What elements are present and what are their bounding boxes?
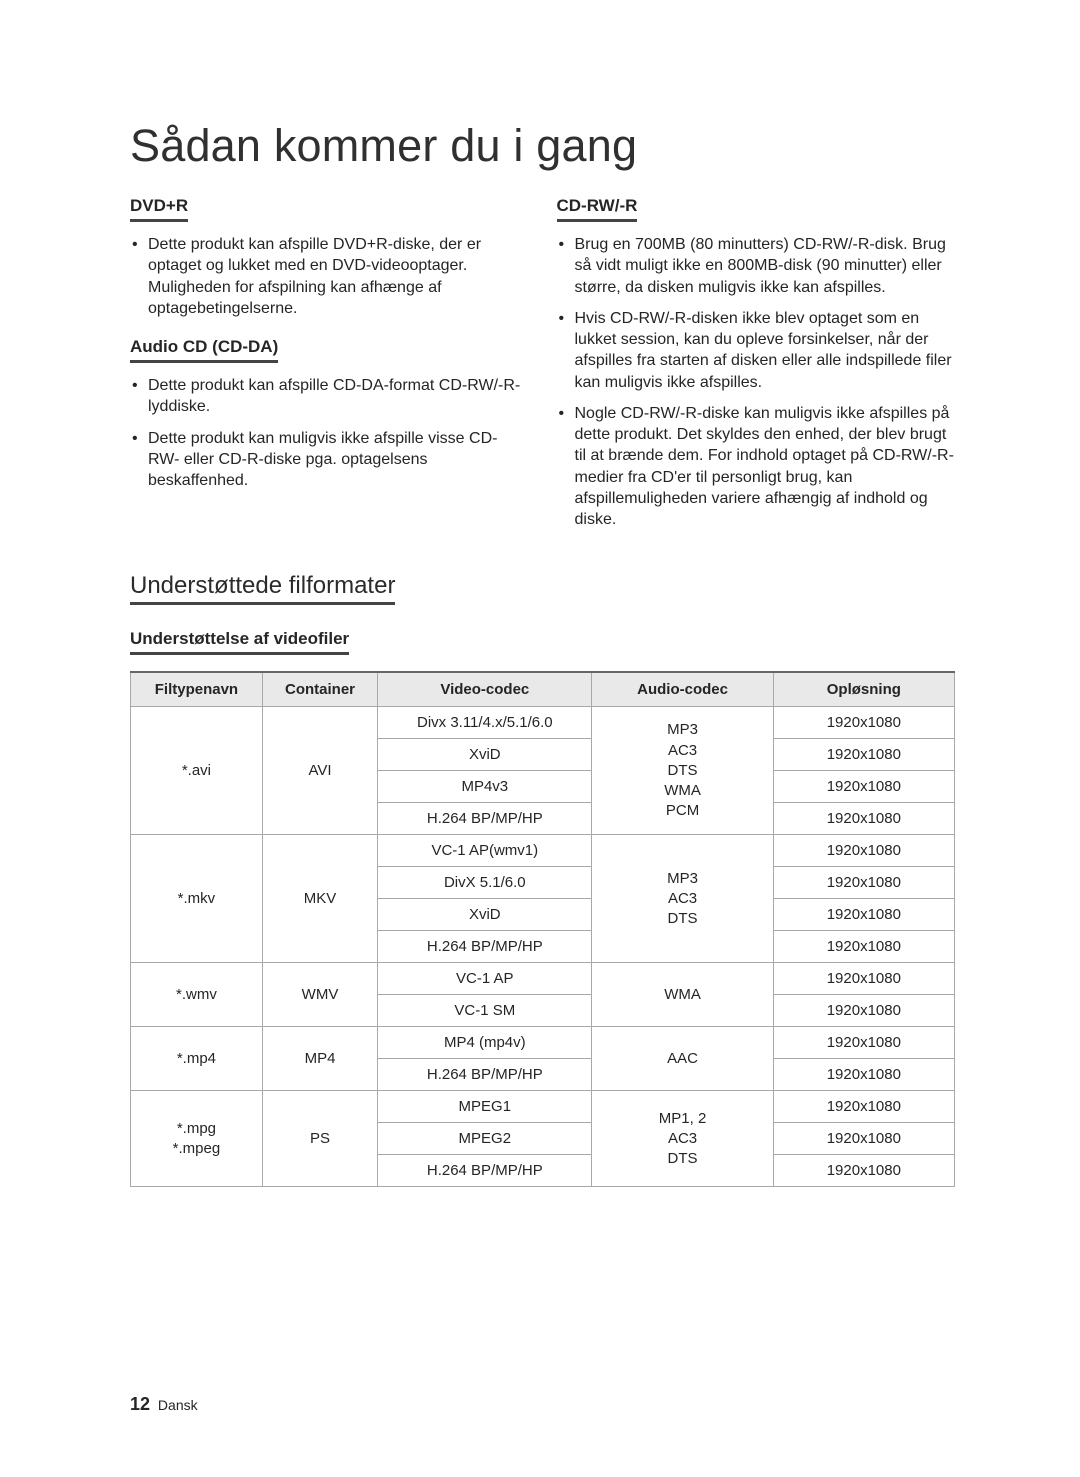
cell-container: AVI xyxy=(262,707,377,835)
cell-container: WMV xyxy=(262,963,377,1027)
cell-acodec: MP3AC3DTSWMAPCM xyxy=(592,707,773,835)
cell-vcodec: XviD xyxy=(378,739,592,771)
th-filetype: Filtypenavn xyxy=(131,672,263,707)
cell-res: 1920x1080 xyxy=(773,995,954,1027)
list-item: Brug en 700MB (80 minutters) CD-RW/-R-di… xyxy=(557,234,956,298)
cell-res: 1920x1080 xyxy=(773,803,954,835)
cell-container: MKV xyxy=(262,835,377,963)
audio-cd-heading: Audio CD (CD-DA) xyxy=(130,337,278,363)
cell-vcodec: VC-1 AP(wmv1) xyxy=(378,835,592,867)
table-row: *.wmv WMV VC-1 AP WMA 1920x1080 xyxy=(131,963,955,995)
dvd-r-heading: DVD+R xyxy=(130,196,188,222)
cell-vcodec: H.264 BP/MP/HP xyxy=(378,803,592,835)
table-row: *.mpg*.mpeg PS MPEG1 MP1, 2AC3DTS 1920x1… xyxy=(131,1091,955,1123)
audio-cd-list: Dette produkt kan afspille CD-DA-format … xyxy=(130,375,529,491)
cell-vcodec: H.264 BP/MP/HP xyxy=(378,1155,592,1187)
cell-vcodec: H.264 BP/MP/HP xyxy=(378,931,592,963)
page-number: 12 xyxy=(130,1394,150,1414)
cell-vcodec: DivX 5.1/6.0 xyxy=(378,867,592,899)
cell-ext: *.avi xyxy=(131,707,263,835)
cell-res: 1920x1080 xyxy=(773,963,954,995)
cell-ext: *.mpg*.mpeg xyxy=(131,1091,263,1187)
cell-acodec: MP1, 2AC3DTS xyxy=(592,1091,773,1187)
table-row: *.avi AVI Divx 3.11/4.x/5.1/6.0 MP3AC3DT… xyxy=(131,707,955,739)
cell-acodec: MP3AC3DTS xyxy=(592,835,773,963)
footer-language: Dansk xyxy=(158,1397,198,1413)
cell-vcodec: H.264 BP/MP/HP xyxy=(378,1059,592,1091)
cell-vcodec: VC-1 AP xyxy=(378,963,592,995)
list-item: Hvis CD-RW/-R-disken ikke blev optaget s… xyxy=(557,308,956,393)
cell-vcodec: MPEG2 xyxy=(378,1123,592,1155)
cell-ext: *.wmv xyxy=(131,963,263,1027)
cell-res: 1920x1080 xyxy=(773,739,954,771)
cell-container: MP4 xyxy=(262,1027,377,1091)
list-item: Nogle CD-RW/-R-diske kan muligvis ikke a… xyxy=(557,403,956,531)
video-file-support-heading: Understøttelse af videofiler xyxy=(130,629,349,655)
cell-ext: *.mkv xyxy=(131,835,263,963)
th-audio-codec: Audio-codec xyxy=(592,672,773,707)
cell-vcodec: VC-1 SM xyxy=(378,995,592,1027)
cell-ext: *.mp4 xyxy=(131,1027,263,1091)
th-resolution: Opløsning xyxy=(773,672,954,707)
list-item: Dette produkt kan muligvis ikke afspille… xyxy=(130,428,529,492)
cd-rw-list: Brug en 700MB (80 minutters) CD-RW/-R-di… xyxy=(557,234,956,530)
dvd-r-list: Dette produkt kan afspille DVD+R-diske, … xyxy=(130,234,529,319)
table-row: *.mkv MKV VC-1 AP(wmv1) MP3AC3DTS 1920x1… xyxy=(131,835,955,867)
cell-res: 1920x1080 xyxy=(773,1027,954,1059)
cell-res: 1920x1080 xyxy=(773,1059,954,1091)
cell-res: 1920x1080 xyxy=(773,899,954,931)
cd-rw-heading: CD-RW/-R xyxy=(557,196,638,222)
cell-vcodec: XviD xyxy=(378,899,592,931)
cell-acodec: AAC xyxy=(592,1027,773,1091)
cell-res: 1920x1080 xyxy=(773,931,954,963)
video-formats-table: Filtypenavn Container Video-codec Audio-… xyxy=(130,671,955,1187)
cell-vcodec: MP4 (mp4v) xyxy=(378,1027,592,1059)
cell-res: 1920x1080 xyxy=(773,771,954,803)
page-title: Sådan kommer du i gang xyxy=(130,120,955,172)
left-column: DVD+R Dette produkt kan afspille DVD+R-d… xyxy=(130,196,529,548)
cell-res: 1920x1080 xyxy=(773,707,954,739)
cell-container: PS xyxy=(262,1091,377,1187)
list-item: Dette produkt kan afspille DVD+R-diske, … xyxy=(130,234,529,319)
th-container: Container xyxy=(262,672,377,707)
cell-res: 1920x1080 xyxy=(773,1123,954,1155)
cell-res: 1920x1080 xyxy=(773,835,954,867)
cell-vcodec: Divx 3.11/4.x/5.1/6.0 xyxy=(378,707,592,739)
right-column: CD-RW/-R Brug en 700MB (80 minutters) CD… xyxy=(557,196,956,548)
table-header-row: Filtypenavn Container Video-codec Audio-… xyxy=(131,672,955,707)
cell-res: 1920x1080 xyxy=(773,867,954,899)
two-column-layout: DVD+R Dette produkt kan afspille DVD+R-d… xyxy=(130,196,955,548)
table-row: *.mp4 MP4 MP4 (mp4v) AAC 1920x1080 xyxy=(131,1027,955,1059)
cell-vcodec: MPEG1 xyxy=(378,1091,592,1123)
cell-vcodec: MP4v3 xyxy=(378,771,592,803)
list-item: Dette produkt kan afspille CD-DA-format … xyxy=(130,375,529,418)
cell-acodec: WMA xyxy=(592,963,773,1027)
th-video-codec: Video-codec xyxy=(378,672,592,707)
supported-formats-heading: Understøttede filformater xyxy=(130,572,395,605)
cell-res: 1920x1080 xyxy=(773,1155,954,1187)
page-footer: 12 Dansk xyxy=(130,1394,198,1415)
cell-res: 1920x1080 xyxy=(773,1091,954,1123)
